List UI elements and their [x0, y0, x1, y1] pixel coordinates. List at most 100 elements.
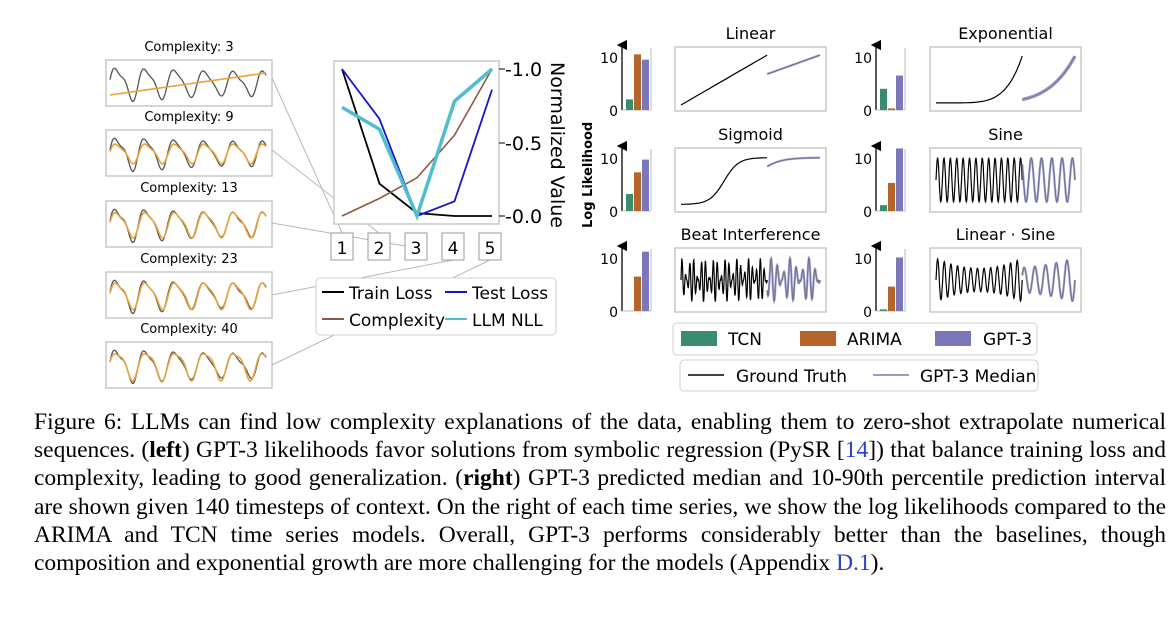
legend-gpt3-median: GPT-3 Median — [920, 367, 1036, 387]
complexity-title: Complexity: 40 — [140, 322, 238, 337]
bar-ytick-0: 0 — [863, 205, 872, 221]
bar-arima — [634, 54, 641, 110]
ground-truth — [935, 156, 1023, 204]
log-likelihood-ylabel: Log Likelihood — [581, 122, 596, 228]
series-frame — [929, 147, 1082, 213]
xtick-box-5 — [478, 232, 502, 261]
legend-ground-truth: Ground Truth — [736, 367, 847, 387]
citation-link[interactable]: 14 — [844, 437, 869, 464]
line-legend: Ground Truth GPT-3 Median — [679, 359, 1039, 392]
ground-truth-future — [1021, 260, 1076, 302]
complexity-panel-3: Complexity: 13 — [105, 181, 273, 248]
ytick-mid: -0.5 — [505, 133, 542, 155]
series-llm-nll — [341, 67, 494, 221]
legend-llm-nll: LLM NLL — [472, 311, 543, 331]
complexity-panel-5: Complexity: 40 — [105, 322, 273, 389]
ground-truth-future — [766, 257, 821, 302]
legend-train-loss: Train Loss — [348, 284, 433, 304]
xtick-box-2 — [367, 232, 391, 261]
panel-title: Linear · Sine — [956, 225, 1056, 244]
ground-truth-future — [1021, 157, 1076, 203]
bar-gpt3 — [896, 75, 903, 110]
panel-title: Sine — [988, 125, 1023, 144]
complexity-title: Complexity: 9 — [144, 110, 233, 125]
normalized-value-chart: -1.0 -0.5 -0.0 Normalized Value 1 2 3 4 5 — [330, 59, 568, 261]
complexity-panel-2: Complexity: 9 — [105, 110, 273, 177]
complexity-panels: Complexity: 3 Complexity: 9 Complexity: 13… — [105, 40, 273, 389]
ground-truth — [680, 257, 768, 302]
ytick-bottom: -0.0 — [505, 206, 542, 228]
bar-gpt3 — [896, 257, 903, 311]
figure-6: Complexity: 3 Complexity: 9 Complexity: 13… — [105, 24, 1082, 392]
bar-arima — [634, 276, 641, 311]
legend-test-loss: Test Loss — [471, 284, 548, 304]
bar-ytick-10: 10 — [854, 252, 872, 268]
series-frame — [929, 46, 1082, 112]
panel-title: Exponential — [958, 24, 1053, 43]
bar-ytick-0: 0 — [609, 104, 618, 120]
bar-tcn — [880, 205, 887, 211]
bar-tcn — [880, 88, 887, 110]
pysr-fit-line — [109, 143, 267, 165]
bar-ytick-10: 10 — [600, 252, 618, 268]
bar-gpt3 — [642, 59, 649, 110]
panel-linear-sine: 10 0 Linear · Sine — [854, 225, 1082, 321]
legend-complexity: Complexity — [349, 311, 445, 331]
panel-beat-interference: 10 0 Beat Interference — [600, 225, 827, 321]
normalized-ylabel: Normalized Value — [546, 62, 568, 228]
complexity-frame — [105, 59, 273, 107]
bar-gpt3 — [642, 251, 649, 311]
complexity-title: Complexity: 23 — [140, 252, 238, 267]
panel-title: Sigmoid — [718, 125, 783, 144]
model-index-ticks: 1 2 3 4 5 — [330, 232, 502, 261]
bar-legend: TCN ARIMA GPT-3 — [672, 322, 1038, 356]
ground-truth — [681, 157, 768, 205]
complexity-panel-4: Complexity: 23 — [105, 252, 273, 319]
pysr-fit-line — [109, 282, 267, 311]
bar-gpt3 — [642, 159, 649, 211]
panel-sine: 10 0 Sine — [854, 125, 1082, 221]
bar-arima — [888, 108, 895, 110]
bar-ytick-10: 10 — [854, 152, 872, 168]
connector-1 — [271, 77, 343, 234]
bar-arima — [888, 182, 895, 211]
normalized-legend: Train Loss Test Loss Complexity LLM NLL — [315, 277, 557, 336]
bar-ytick-10: 10 — [854, 51, 872, 67]
xtick-box-4 — [441, 232, 465, 261]
panel-title: Beat Interference — [681, 225, 821, 244]
appendix-link[interactable]: D.1 — [836, 550, 871, 577]
bar-ytick-10: 10 — [600, 51, 618, 67]
xtick-3: 3 — [411, 239, 422, 259]
bar-ytick-0: 0 — [863, 305, 872, 321]
caption-left: left — [149, 437, 182, 464]
panel-title: Linear — [726, 24, 776, 43]
xtick-box-3 — [404, 232, 428, 261]
bar-ytick-0: 0 — [609, 205, 618, 221]
xtick-4: 4 — [448, 239, 459, 259]
time-series-grid: 10 0 Linear 10 0 Exponential 10 0 Sigmoid 10 0 Sine… — [600, 24, 1082, 321]
bar-arima — [634, 172, 641, 211]
legend-arima: ARIMA — [847, 330, 902, 350]
panel-exponential: 10 0 Exponential — [854, 24, 1082, 120]
figure-label: Figure 6: — [34, 409, 123, 435]
pysr-fit-line — [109, 353, 267, 382]
xtick-5: 5 — [485, 239, 496, 259]
bar-tcn — [880, 309, 887, 311]
xtick-1: 1 — [337, 239, 348, 259]
legend-tcn: TCN — [727, 330, 762, 350]
legend-gpt3: GPT-3 — [983, 330, 1032, 350]
series-frame — [674, 46, 827, 112]
ground-truth-future — [767, 54, 821, 75]
complexity-title: Complexity: 13 — [140, 181, 238, 196]
bar-tcn — [626, 99, 633, 110]
ground-truth-line — [109, 67, 267, 103]
bar-arima — [888, 286, 895, 311]
bar-ytick-10: 10 — [600, 152, 618, 168]
complexity-title: Complexity: 3 — [144, 40, 233, 55]
normalized-lines — [341, 67, 494, 221]
pysr-fit-line — [109, 211, 267, 239]
ground-truth-future — [767, 157, 820, 167]
bar-gpt3 — [896, 148, 903, 211]
panel-linear: 10 0 Linear — [600, 24, 827, 120]
ground-truth — [935, 257, 1023, 303]
